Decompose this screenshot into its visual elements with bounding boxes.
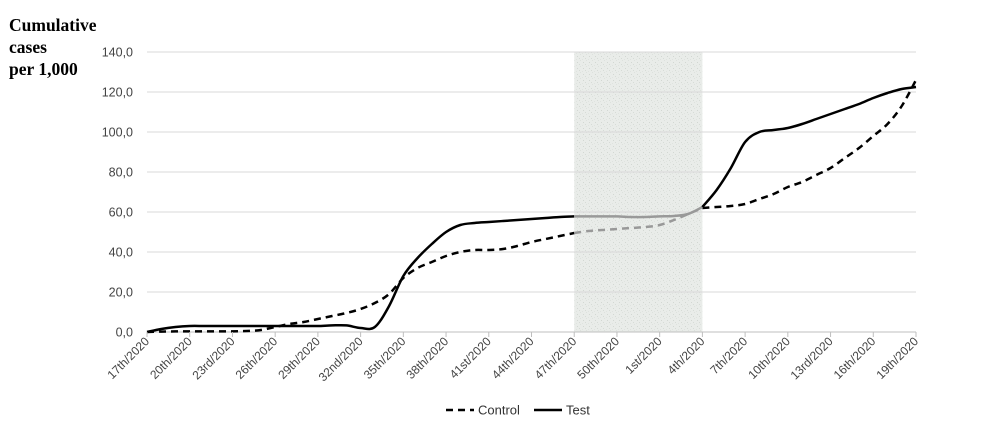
y-tick-label: 100,0: [102, 126, 133, 140]
y-tick-label: 120,0: [102, 86, 133, 100]
y-tick-label: 0,0: [116, 326, 133, 340]
y-tick-label: 80,0: [109, 166, 133, 180]
control-line-shaded: [574, 206, 703, 235]
x-tick-label: 41st/2020: [447, 334, 494, 381]
control-line: [702, 79, 918, 210]
y-tick-label: 20,0: [109, 286, 133, 300]
x-tick-label: 19th/2020: [873, 334, 921, 382]
x-tick-label: 44th/2020: [489, 334, 537, 382]
x-tick-label: 26th/2020: [233, 334, 281, 382]
x-tick-label: 32nd/2020: [316, 334, 366, 384]
x-tick-label: 4th/2020: [665, 334, 708, 377]
x-tick-label: 7th/2020: [707, 334, 750, 377]
x-tick-label: 20th/2020: [147, 334, 195, 382]
x-tick-label: 50th/2020: [574, 334, 622, 382]
legend-label-control: Control: [478, 403, 520, 418]
test-line: [701, 85, 917, 208]
x-tick-label: 23rd/2020: [189, 334, 237, 382]
y-tick-label: 40,0: [109, 246, 133, 260]
test-line-shaded: [574, 205, 703, 219]
x-tick-label: 35th/2020: [361, 334, 409, 382]
x-tick-label: 16th/2020: [831, 334, 879, 382]
x-tick-label: 1st/2020: [622, 334, 665, 377]
y-axis-label: Cumulative cases per 1,000: [9, 15, 97, 79]
x-tick-label: 13rd/2020: [788, 334, 836, 382]
shaded-period-band: [574, 52, 703, 332]
x-tick-label: 47th/2020: [532, 334, 580, 382]
x-tick-label: 10th/2020: [745, 334, 793, 382]
legend-label-test: Test: [566, 403, 590, 418]
test-line: [146, 215, 575, 334]
x-tick-label: 17th/2020: [104, 334, 152, 382]
control-line: [146, 231, 575, 334]
x-tick-label: 38th/2020: [404, 334, 452, 382]
y-tick-label: 140,0: [102, 46, 133, 60]
y-tick-label: 60,0: [109, 206, 133, 220]
